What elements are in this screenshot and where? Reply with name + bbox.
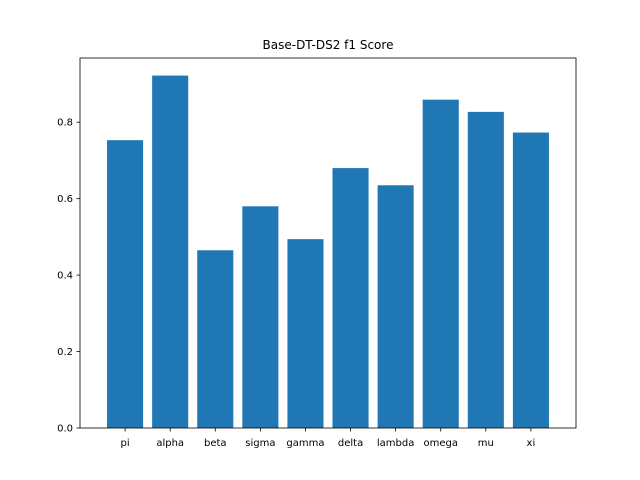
x-tick-label: mu <box>478 438 494 449</box>
chart-title: Base-DT-DS2 f1 Score <box>263 38 394 52</box>
bar-gamma <box>287 239 324 428</box>
y-tick-label: 0.2 <box>57 347 73 358</box>
x-tick-label: beta <box>204 438 227 449</box>
bar-beta <box>197 250 234 428</box>
x-tick-label: xi <box>527 438 536 449</box>
y-axis: 0.0 0.2 0.4 0.6 0.8 <box>57 118 80 435</box>
bar-sigma <box>242 206 279 428</box>
x-axis: pi alpha beta sigma gamma delta lambda omega mu x… <box>121 428 536 449</box>
bar-mu <box>467 111 504 429</box>
plot-frame <box>79 57 577 429</box>
bar-delta <box>332 168 369 428</box>
x-tick-label: gamma <box>286 438 324 449</box>
y-tick-label: 0.0 <box>57 424 73 435</box>
bars-group <box>107 75 549 429</box>
y-tick-label: 0.8 <box>57 118 73 129</box>
bar-xi <box>512 132 549 428</box>
bar-lambda <box>377 185 414 428</box>
y-tick-label: 0.4 <box>57 271 73 282</box>
bar-pi <box>107 140 144 428</box>
x-tick-label: delta <box>338 438 363 449</box>
x-tick-label: lambda <box>377 438 414 449</box>
x-tick-label: pi <box>121 438 130 449</box>
x-tick-label: omega <box>423 438 458 449</box>
y-tick-label: 0.6 <box>57 194 73 205</box>
bar-omega <box>422 99 459 429</box>
x-tick-label: alpha <box>156 438 184 449</box>
x-tick-label: sigma <box>245 438 275 449</box>
bar-alpha <box>152 75 189 428</box>
